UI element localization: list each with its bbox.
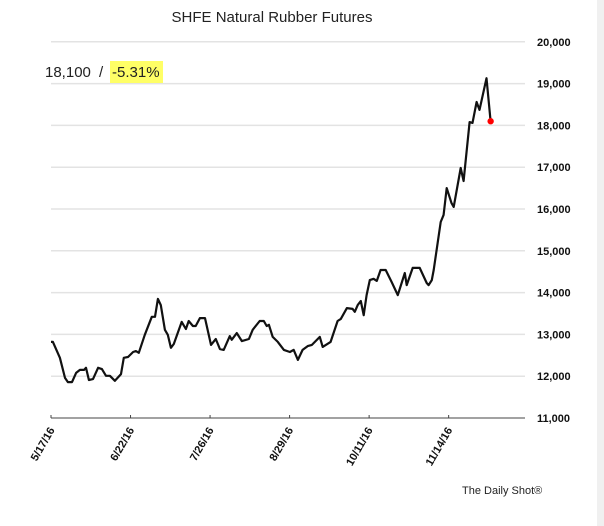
- right-edge-strip: [597, 0, 604, 526]
- x-tick-label: 6/22/16: [108, 426, 137, 464]
- x-tick-labels: 5/17/16 6/22/16 7/26/16 8/29/16 10/11/16 11/1…: [29, 426, 455, 469]
- y-tick-label: 12,000: [537, 371, 571, 383]
- x-tick-label: 10/11/16: [344, 426, 376, 469]
- chart-title: SHFE Natural Rubber Futures: [172, 9, 373, 26]
- x-tick-label: 8/29/16: [267, 426, 296, 464]
- y-tick-label: 18,000: [537, 120, 571, 132]
- y-tick-label: 14,000: [537, 288, 571, 300]
- series-group: [51, 77, 494, 384]
- change-highlight: [110, 61, 163, 83]
- x-tick-label: 11/14/16: [424, 426, 456, 469]
- gridlines: [51, 41, 525, 377]
- y-tick-label: 20,000: [537, 37, 571, 49]
- source-label: The Daily Shot®: [462, 485, 542, 497]
- y-tick-labels: 11,000 12,000 13,000 14,000 15,000 16,000 17,0…: [537, 37, 571, 425]
- y-tick-label: 11,000: [537, 413, 570, 425]
- last-point-marker: [487, 118, 494, 125]
- y-tick-label: 17,000: [537, 162, 571, 174]
- x-axis: [50, 415, 525, 419]
- series-line: [51, 77, 492, 384]
- last-value-label: 18,100: [45, 64, 91, 81]
- y-tick-label: 16,000: [537, 204, 571, 216]
- annotation-separator: /: [99, 64, 104, 81]
- y-tick-label: 15,000: [537, 246, 571, 258]
- x-tick-label: 5/17/16: [29, 426, 58, 464]
- y-tick-label: 13,000: [537, 329, 571, 341]
- y-tick-label: 19,000: [537, 79, 571, 91]
- percent-change-label: -5.31%: [112, 64, 160, 81]
- x-tick-label: 7/26/16: [188, 426, 217, 464]
